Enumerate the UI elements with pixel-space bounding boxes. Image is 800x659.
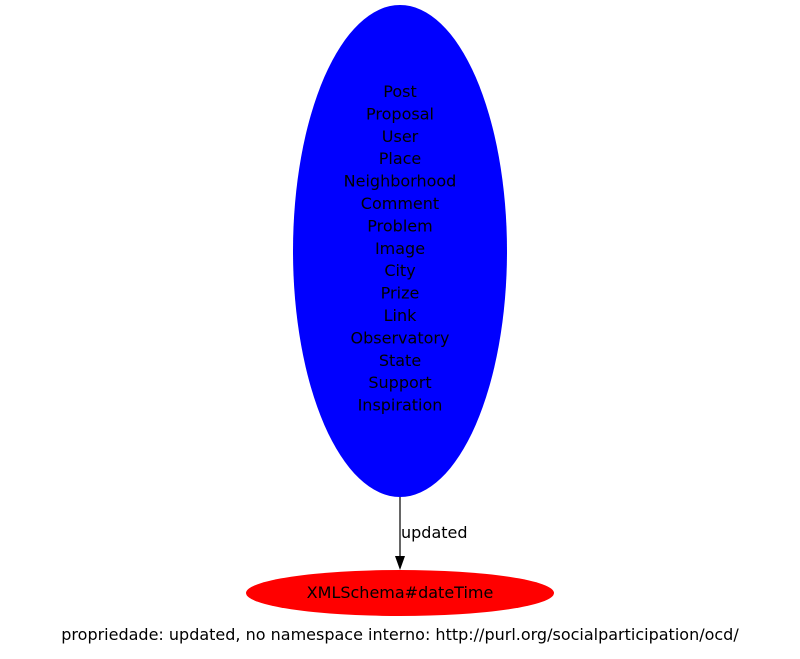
source-node-labels: Post Proposal User Place Neighborhood Comment… — [344, 82, 457, 415]
source-node-label-line: Observatory — [351, 328, 450, 347]
edge-updated[interactable]: updated — [395, 497, 468, 570]
source-node-label-line: Problem — [367, 216, 432, 235]
edge-arrowhead — [395, 556, 405, 570]
source-node-label-line: Neighborhood — [344, 172, 457, 191]
source-node-label-line: Proposal — [366, 104, 434, 123]
source-node-label-line: City — [384, 261, 415, 280]
edge-label: updated — [401, 523, 468, 542]
source-node-label-line: Support — [368, 373, 431, 392]
source-node-label-line: Post — [383, 82, 416, 101]
diagram-caption: propriedade: updated, no namespace inter… — [61, 625, 739, 644]
source-node[interactable]: Post Proposal User Place Neighborhood Comment… — [293, 5, 507, 497]
target-node[interactable]: XMLSchema#dateTime — [246, 570, 554, 616]
source-node-label-line: State — [379, 351, 421, 370]
source-node-label-line: Image — [375, 239, 425, 258]
source-node-label-line: User — [382, 127, 419, 146]
source-node-label-line: Comment — [361, 194, 439, 213]
source-node-shape[interactable] — [293, 5, 507, 497]
source-node-label-line: Prize — [381, 284, 420, 303]
target-node-label: XMLSchema#dateTime — [307, 583, 494, 602]
source-node-label-line: Inspiration — [358, 396, 443, 415]
source-node-label-line: Place — [379, 149, 422, 168]
target-node-shape[interactable] — [246, 570, 554, 616]
source-node-label-line: Link — [384, 306, 418, 325]
